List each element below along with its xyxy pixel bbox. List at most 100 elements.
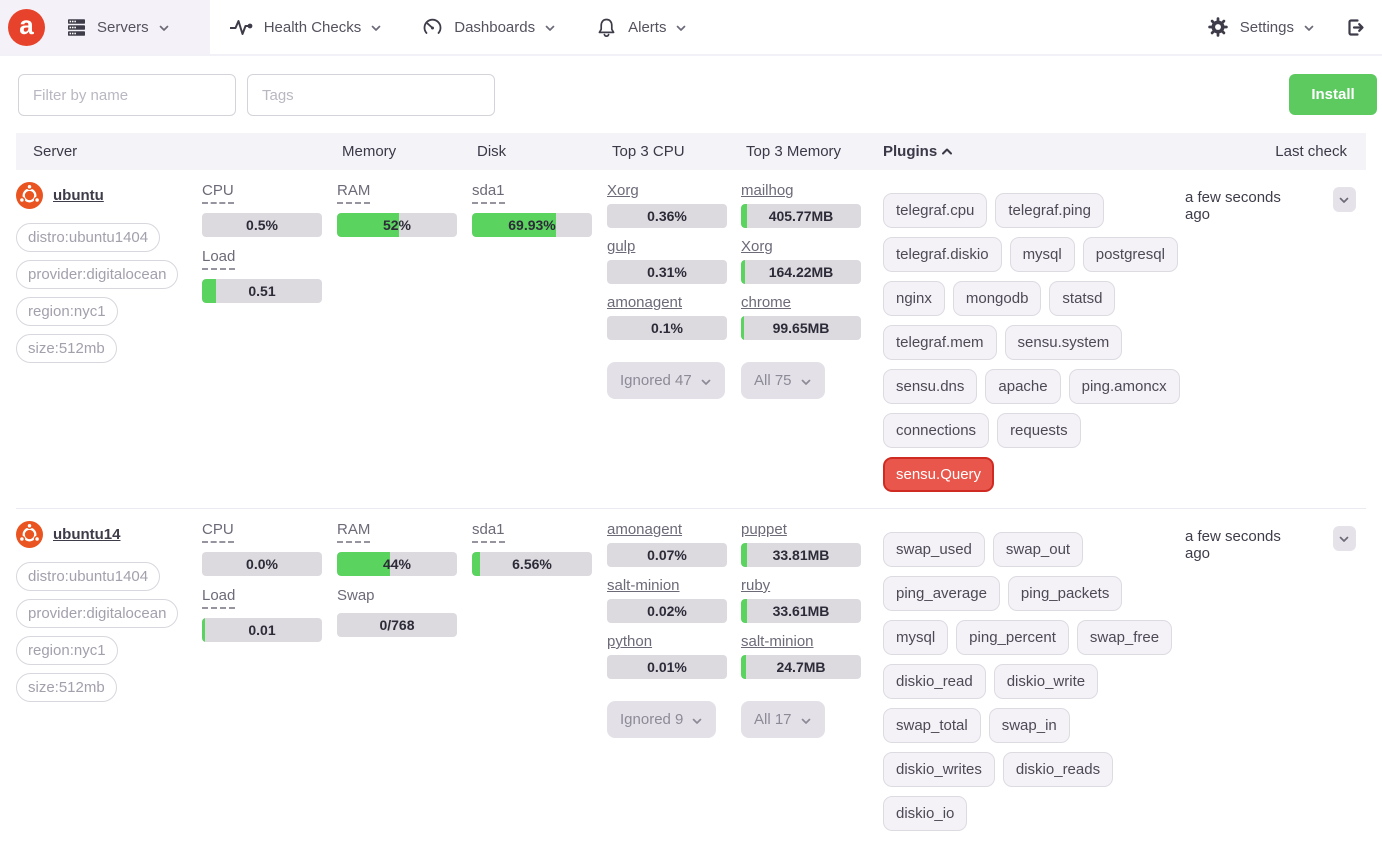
- process-link[interactable]: python: [607, 633, 653, 650]
- usage-bar-fill: [741, 316, 744, 340]
- server-tag[interactable]: provider:digitalocean: [16, 599, 179, 628]
- plugin-pill[interactable]: ping_percent: [956, 620, 1069, 655]
- plugin-pill[interactable]: nginx: [883, 281, 945, 316]
- server-name-link[interactable]: ubuntu: [53, 187, 104, 204]
- plugin-pill[interactable]: telegraf.diskio: [883, 237, 1002, 272]
- plugin-pill[interactable]: swap_free: [1076, 620, 1173, 655]
- usage-value: 52%: [382, 217, 412, 233]
- processes-dropdown[interactable]: All 17: [741, 701, 825, 738]
- alerts-icon: [596, 17, 617, 38]
- plugin-pill[interactable]: requests: [997, 413, 1081, 448]
- processes-dropdown-label: Ignored 47: [620, 372, 692, 389]
- processes-dropdown[interactable]: All 75: [741, 362, 825, 399]
- plugin-pill[interactable]: diskio_read: [883, 664, 986, 699]
- plugin-pill[interactable]: ping_packets: [1007, 576, 1123, 611]
- nav-item-health-checks[interactable]: Health Checks: [210, 0, 403, 54]
- plugin-pill[interactable]: postgresql: [1082, 237, 1178, 272]
- server-tag[interactable]: distro:ubuntu1404: [16, 562, 161, 591]
- plugin-pill[interactable]: sensu.system: [1004, 325, 1123, 360]
- server-tag[interactable]: region:nyc1: [16, 297, 118, 326]
- header-disk[interactable]: Disk: [477, 143, 507, 160]
- process-link[interactable]: amonagent: [607, 294, 683, 311]
- metric: Load 0.51: [202, 248, 337, 303]
- server-tags: distro:ubuntu1404 provider:digitalocean re…: [16, 562, 202, 710]
- plugin-pill[interactable]: telegraf.mem: [883, 325, 997, 360]
- tags-filter-input[interactable]: [247, 74, 495, 116]
- plugin-pill[interactable]: telegraf.ping: [995, 193, 1104, 228]
- nav-item-servers[interactable]: Servers: [45, 18, 190, 37]
- server-tags: distro:ubuntu1404 provider:digitalocean re…: [16, 223, 202, 371]
- metric-label: Load: [202, 248, 236, 270]
- usage-bar-fill: [741, 543, 747, 567]
- usage-bar-fill: [202, 279, 217, 303]
- server-tag[interactable]: region:nyc1: [16, 636, 118, 665]
- process-link[interactable]: Xorg: [607, 182, 639, 199]
- process-link[interactable]: salt-minion: [741, 633, 814, 650]
- filter-by-name-input[interactable]: [18, 74, 236, 116]
- plugin-pill[interactable]: mysql: [883, 620, 949, 655]
- plugin-pill[interactable]: diskio_reads: [1002, 752, 1114, 787]
- metric: sda1 69.93%: [472, 182, 607, 237]
- processes-dropdown-label: Ignored 9: [620, 711, 684, 728]
- process-link[interactable]: chrome: [741, 294, 792, 311]
- header-top3-memory[interactable]: Top 3 Memory: [746, 143, 842, 160]
- process-link[interactable]: ruby: [741, 577, 771, 594]
- plugin-pill[interactable]: diskio_io: [883, 796, 968, 831]
- usage-bar: 0.36%: [607, 204, 727, 228]
- plugin-pill[interactable]: ping_average: [883, 576, 1000, 611]
- usage-value: 0.07%: [647, 547, 687, 563]
- server-name-link[interactable]: ubuntu14: [53, 526, 121, 543]
- plugin-pill[interactable]: mongodb: [952, 281, 1042, 316]
- process-link[interactable]: puppet: [741, 521, 787, 538]
- usage-value: 99.65MB: [772, 320, 830, 336]
- usage-bar: 405.77MB: [741, 204, 861, 228]
- plugin-pill[interactable]: diskio_writes: [883, 752, 995, 787]
- plugin-pill[interactable]: diskio_write: [993, 664, 1099, 699]
- nav-item-settings[interactable]: Settings: [1207, 16, 1315, 38]
- plugin-pill[interactable]: apache: [985, 369, 1061, 404]
- logout-icon[interactable]: [1345, 17, 1366, 38]
- process-link[interactable]: Xorg: [741, 238, 773, 255]
- row-actions-dropdown[interactable]: [1332, 526, 1356, 551]
- header-last-check[interactable]: Last check: [1275, 143, 1347, 160]
- plugin-pill[interactable]: swap_used: [883, 532, 985, 567]
- plugin-pill[interactable]: telegraf.cpu: [883, 193, 988, 228]
- usage-value: 0/768: [379, 617, 415, 633]
- processes-dropdown-label: All 17: [754, 711, 792, 728]
- plugin-pill[interactable]: ping.amoncx: [1068, 369, 1180, 404]
- install-button[interactable]: Install: [1289, 74, 1377, 115]
- plugin-pill[interactable]: connections: [883, 413, 990, 448]
- server-tag[interactable]: provider:digitalocean: [16, 260, 179, 289]
- plugin-pill[interactable]: sensu.dns: [883, 369, 978, 404]
- process-link[interactable]: mailhog: [741, 182, 794, 199]
- plugin-pill[interactable]: mysql: [1009, 237, 1075, 272]
- server-tag[interactable]: size:512mb: [16, 334, 117, 363]
- usage-value: 6.56%: [512, 556, 552, 572]
- process-link[interactable]: gulp: [607, 238, 636, 255]
- server-tag[interactable]: distro:ubuntu1404: [16, 223, 161, 252]
- row-actions-dropdown[interactable]: [1332, 187, 1356, 212]
- nav-item-dashboards[interactable]: Dashboards: [402, 0, 576, 54]
- header-plugins[interactable]: Plugins: [883, 143, 1185, 160]
- ubuntu-icon: [16, 182, 43, 209]
- processes-dropdown[interactable]: Ignored 9: [607, 701, 717, 738]
- plugin-pill-alert[interactable]: sensu.Query: [883, 457, 995, 492]
- server-column: ubuntu14 distro:ubuntu1404 provider:digita…: [16, 521, 202, 710]
- plugin-pill[interactable]: swap_out: [992, 532, 1084, 567]
- header-server[interactable]: Server: [33, 143, 78, 160]
- header-top3-cpu[interactable]: Top 3 CPU: [612, 143, 685, 160]
- top3-cpu-column: Xorg 0.36% gulp 0.31% amonagent 0.1% Ignored 4…: [607, 182, 741, 399]
- plugin-pill[interactable]: statsd: [1049, 281, 1116, 316]
- process-item: salt-minion 0.02%: [607, 577, 741, 623]
- server-tag[interactable]: size:512mb: [16, 673, 117, 702]
- processes-dropdown[interactable]: Ignored 47: [607, 362, 725, 399]
- amon-logo[interactable]: a: [8, 8, 45, 46]
- usage-bar: 33.61MB: [741, 599, 861, 623]
- nav-item-alerts[interactable]: Alerts: [576, 0, 707, 54]
- process-link[interactable]: amonagent: [607, 521, 683, 538]
- process-link[interactable]: salt-minion: [607, 577, 680, 594]
- plugin-pill[interactable]: swap_in: [988, 708, 1070, 743]
- header-memory[interactable]: Memory: [342, 143, 397, 160]
- plugin-pill[interactable]: swap_total: [883, 708, 981, 743]
- usage-bar: 0.01%: [607, 655, 727, 679]
